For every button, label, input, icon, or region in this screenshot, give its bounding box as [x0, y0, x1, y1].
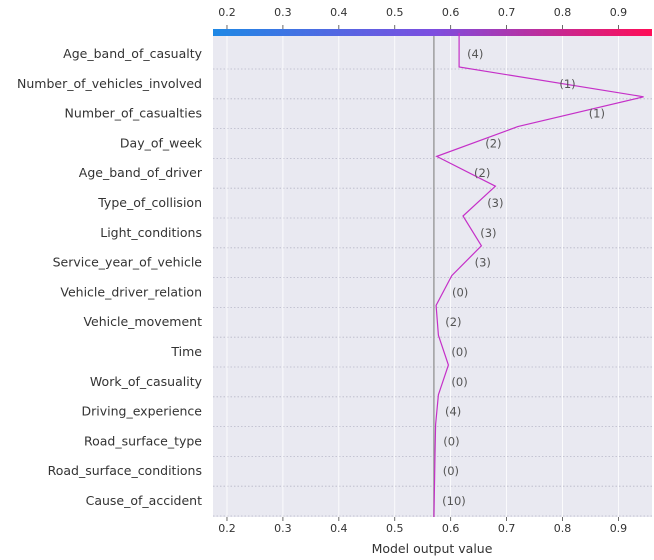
- feature-value-labels: (4) (1) (1) (2) (2) (3) (3) (3) (0) (2) (0) (0) (4) (…: [442, 47, 605, 508]
- feature-label: Road_surface_conditions: [48, 463, 202, 478]
- feature-label: Service_year_of_vehicle: [53, 255, 203, 270]
- feature-value-label: (4): [445, 405, 461, 419]
- feature-label: Vehicle_movement: [83, 314, 202, 329]
- bottom-tick-label: 0.9: [610, 522, 628, 535]
- feature-value-label: (3): [487, 196, 503, 210]
- feature-label: Number_of_vehicles_involved: [17, 76, 202, 91]
- feature-value-label: (4): [467, 47, 483, 61]
- feature-label: Age_band_of_driver: [79, 165, 203, 180]
- feature-label: Vehicle_driver_relation: [60, 284, 202, 299]
- bottom-tick-label: 0.7: [498, 522, 516, 535]
- top-tick-label: 0.2: [218, 6, 236, 19]
- feature-value-label: (2): [474, 166, 490, 180]
- bottom-tick-label: 0.2: [218, 522, 236, 535]
- feature-label: Driving_experience: [82, 404, 203, 419]
- feature-value-label: (0): [452, 285, 468, 299]
- feature-label: Age_band_of_casualty: [63, 46, 202, 61]
- feature-value-label: (10): [442, 494, 466, 508]
- feature-value-label: (1): [589, 107, 605, 121]
- top-tick-label: 0.7: [498, 6, 516, 19]
- top-axis-ticks: 0.2 0.3 0.4 0.5 0.6 0.7 0.8 0.9: [218, 6, 627, 29]
- plot-background: [213, 33, 652, 517]
- top-tick-label: 0.3: [274, 6, 292, 19]
- feature-value-label: (0): [451, 345, 467, 359]
- feature-labels: Age_band_of_casualty Number_of_vehicles_i…: [17, 46, 203, 508]
- feature-value-label: (0): [443, 434, 459, 448]
- bottom-tick-label: 0.6: [442, 522, 460, 535]
- feature-label: Road_surface_type: [84, 433, 202, 448]
- top-tick-label: 0.8: [554, 6, 572, 19]
- feature-value-label: (0): [451, 375, 467, 389]
- feature-label: Light_conditions: [100, 225, 202, 240]
- feature-value-label: (1): [559, 77, 575, 91]
- feature-value-label: (2): [445, 315, 461, 329]
- decision-path: [433, 33, 644, 518]
- bottom-tick-label: 0.3: [274, 522, 292, 535]
- top-tick-label: 0.5: [386, 6, 404, 19]
- bottom-tick-label: 0.5: [386, 522, 404, 535]
- bottom-tick-label: 0.4: [330, 522, 348, 535]
- top-tick-label: 0.4: [330, 6, 348, 19]
- feature-value-label: (0): [443, 464, 459, 478]
- top-tick-label: 0.9: [610, 6, 628, 19]
- bottom-tick-label: 0.8: [554, 522, 572, 535]
- gridlines: [213, 33, 652, 517]
- feature-label: Time: [170, 344, 202, 359]
- bottom-axis-ticks: 0.2 0.3 0.4 0.5 0.6 0.7 0.8 0.9: [218, 517, 627, 535]
- feature-value-label: (3): [475, 256, 491, 270]
- colorbar: [213, 29, 652, 36]
- feature-label: Cause_of_accident: [86, 493, 202, 508]
- feature-label: Number_of_casualties: [65, 106, 202, 121]
- feature-value-label: (2): [485, 136, 501, 150]
- x-axis-title: Model output value: [372, 541, 493, 556]
- top-tick-label: 0.6: [442, 6, 460, 19]
- feature-label: Day_of_week: [120, 135, 203, 150]
- feature-label: Type_of_collision: [97, 195, 202, 210]
- feature-label: Work_of_casuality: [90, 374, 203, 389]
- feature-value-label: (3): [480, 226, 496, 240]
